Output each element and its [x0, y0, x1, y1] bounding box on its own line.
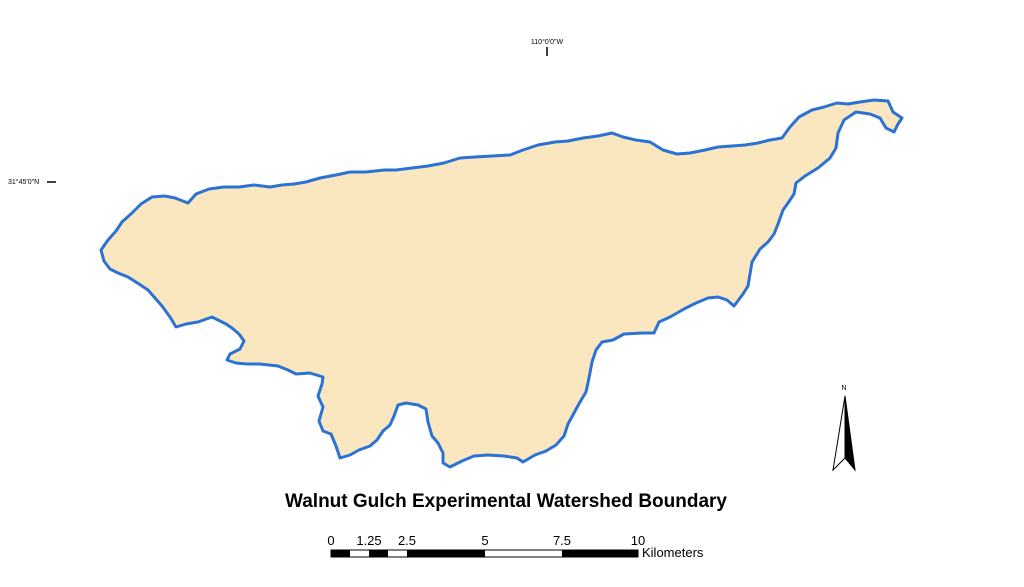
map-title: Walnut Gulch Experimental Watershed Boun…: [285, 491, 727, 512]
scale-segment-1: [331, 550, 350, 557]
scale-label-7-5: 7.5: [553, 533, 571, 548]
north-arrow: N: [832, 385, 856, 472]
scale-label-2-5: 2.5: [398, 533, 416, 548]
latitude-graticule-tick: 31°45'0"N: [8, 178, 56, 186]
scale-label-1-25: 1.25: [356, 533, 381, 548]
latitude-label: 31°45'0"N: [8, 178, 39, 186]
scale-label-0: 0: [327, 533, 334, 548]
watershed-boundary: [99, 98, 904, 469]
scale-label-5: 5: [481, 533, 488, 548]
scale-segment-2: [369, 550, 388, 557]
scale-segment-4: [562, 550, 638, 557]
scale-bar: 0 1.25 2.5 5 7.5 10 Kilometers: [327, 533, 704, 560]
scale-segment-3: [407, 550, 485, 557]
longitude-graticule-tick: 110°0'0"W: [531, 38, 564, 56]
north-arrow-label: N: [841, 385, 846, 392]
north-arrow-right-half: [844, 395, 856, 472]
scale-unit: Kilometers: [642, 545, 704, 560]
longitude-label: 110°0'0"W: [531, 38, 564, 46]
north-arrow-left-half: [832, 395, 846, 472]
scale-label-10: 10: [631, 533, 645, 548]
